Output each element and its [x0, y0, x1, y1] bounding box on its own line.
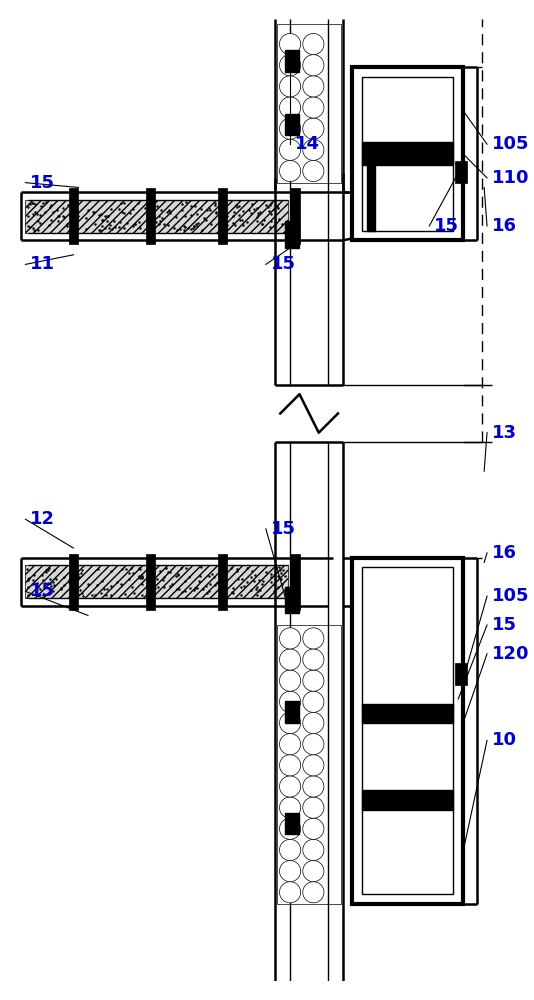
Text: 13: 13: [492, 424, 517, 442]
Circle shape: [303, 755, 324, 776]
Circle shape: [303, 97, 324, 118]
Circle shape: [279, 776, 301, 797]
Bar: [146, 554, 155, 610]
Bar: [277, 625, 341, 904]
Text: 14: 14: [295, 135, 320, 153]
Text: 12: 12: [30, 510, 55, 528]
Circle shape: [279, 76, 301, 97]
Bar: [146, 188, 155, 244]
Bar: [285, 221, 299, 248]
Circle shape: [303, 670, 324, 691]
Bar: [285, 50, 299, 72]
Bar: [352, 558, 463, 904]
Circle shape: [303, 139, 324, 160]
Circle shape: [303, 55, 324, 76]
Circle shape: [303, 861, 324, 882]
Text: 105: 105: [492, 135, 529, 153]
Bar: [285, 114, 299, 135]
Circle shape: [279, 118, 301, 139]
Text: 15: 15: [434, 217, 459, 235]
Text: 110: 110: [492, 169, 529, 187]
Bar: [362, 704, 453, 723]
Bar: [352, 67, 463, 240]
Bar: [218, 554, 227, 610]
Circle shape: [303, 712, 324, 734]
Bar: [26, 565, 288, 598]
Bar: [290, 554, 300, 610]
Bar: [456, 161, 467, 183]
Bar: [290, 188, 300, 244]
Text: 15: 15: [30, 582, 55, 600]
Text: 16: 16: [492, 544, 517, 562]
Text: 11: 11: [30, 255, 55, 273]
Bar: [362, 790, 453, 810]
Bar: [456, 663, 467, 685]
Circle shape: [303, 33, 324, 55]
Circle shape: [303, 818, 324, 839]
Circle shape: [279, 160, 301, 182]
Bar: [285, 813, 299, 834]
Circle shape: [279, 139, 301, 160]
Bar: [362, 142, 453, 165]
Circle shape: [303, 691, 324, 712]
Circle shape: [279, 882, 301, 903]
Circle shape: [279, 97, 301, 118]
Circle shape: [279, 670, 301, 691]
Bar: [362, 77, 453, 231]
Circle shape: [303, 76, 324, 97]
Circle shape: [303, 797, 324, 818]
Circle shape: [303, 649, 324, 670]
Bar: [277, 24, 341, 183]
Text: 120: 120: [492, 645, 529, 663]
Text: 10: 10: [492, 731, 517, 749]
Text: 105: 105: [492, 587, 529, 605]
Bar: [69, 188, 78, 244]
Circle shape: [279, 55, 301, 76]
Bar: [285, 587, 299, 613]
Circle shape: [279, 839, 301, 861]
Circle shape: [303, 160, 324, 182]
Bar: [218, 188, 227, 244]
Circle shape: [279, 628, 301, 649]
Circle shape: [303, 628, 324, 649]
Bar: [69, 554, 78, 610]
Circle shape: [279, 755, 301, 776]
Bar: [26, 200, 288, 233]
Circle shape: [303, 776, 324, 797]
Text: 15: 15: [492, 616, 517, 634]
Circle shape: [303, 734, 324, 755]
Bar: [362, 567, 453, 894]
Bar: [367, 165, 374, 231]
Bar: [285, 701, 299, 723]
Circle shape: [279, 818, 301, 839]
Text: 16: 16: [492, 217, 517, 235]
Circle shape: [303, 118, 324, 139]
Circle shape: [279, 649, 301, 670]
Circle shape: [279, 861, 301, 882]
Circle shape: [279, 734, 301, 755]
Text: 15: 15: [271, 255, 296, 273]
Circle shape: [279, 797, 301, 818]
Text: 15: 15: [30, 174, 55, 192]
Circle shape: [303, 839, 324, 861]
Circle shape: [279, 33, 301, 55]
Circle shape: [303, 882, 324, 903]
Circle shape: [279, 691, 301, 712]
Text: 15: 15: [271, 520, 296, 538]
Circle shape: [279, 712, 301, 734]
